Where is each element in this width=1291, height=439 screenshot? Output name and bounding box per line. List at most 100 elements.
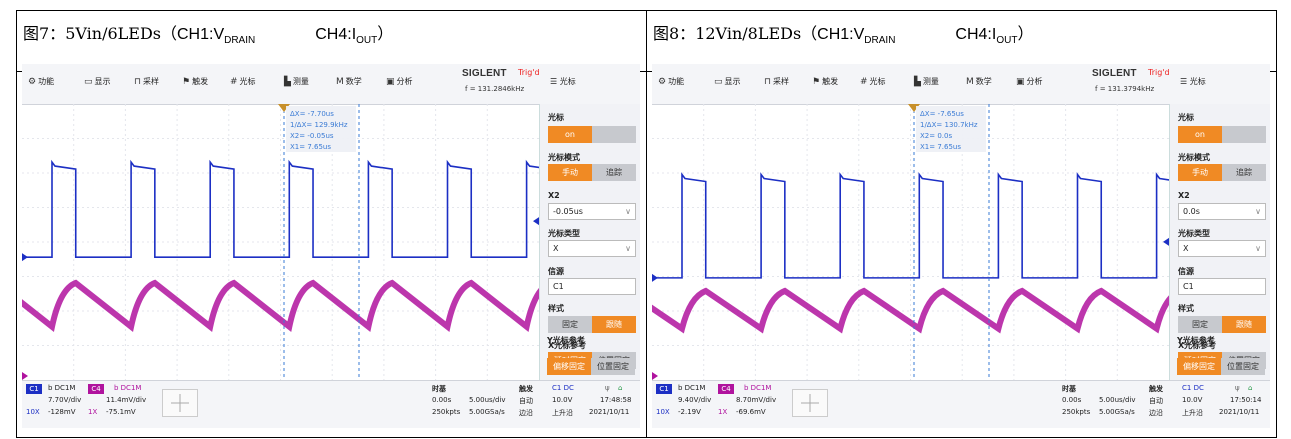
manual-button[interactable]: 手动 (1178, 164, 1222, 181)
menu-item-5[interactable]: ▙ 测量 (284, 76, 309, 87)
menu-label: 触发 (822, 77, 839, 86)
caption-ch1: CH1:V (817, 26, 865, 43)
waveform-plot[interactable]: ΔX= -7.70us 1/ΔX= 129.9kHz X2= -0.05us X1= … (22, 104, 539, 380)
source-label: 信源 (548, 267, 564, 276)
yref-position-button[interactable]: 位置固定 (591, 358, 635, 375)
source-value: C1 (1183, 282, 1194, 291)
menu-item-6[interactable]: M 数学 (336, 76, 362, 87)
source-field[interactable]: C1 (1178, 278, 1266, 295)
menu-item-7[interactable]: ▣ 分析 (386, 76, 413, 87)
frequency-readout: f = 131.2846kHz (465, 85, 525, 93)
trigger-channel: C1 DC (1182, 384, 1204, 392)
right-panel-title: 光标 (1189, 77, 1206, 86)
waveform-plot[interactable]: ΔX= -7.65us 1/ΔX= 130.7kHz X2= 0.0s X1= 7.6… (652, 104, 1169, 380)
ch4-badge[interactable]: C4 (88, 384, 104, 394)
cursor-readout: ΔX= -7.70us (290, 110, 334, 118)
menu-label: 功能 (38, 77, 55, 86)
ch1-offset: -128mV (48, 408, 76, 416)
manual-button[interactable]: 手动 (548, 164, 592, 181)
x2-field[interactable]: 0.0s ∨ (1178, 203, 1266, 220)
menu-icon: # (230, 77, 238, 87)
trigger-level: 10.0V (1182, 396, 1203, 404)
add-channel-button[interactable] (792, 389, 828, 417)
source-value: C1 (553, 282, 564, 291)
ch4-ground-marker (22, 372, 28, 380)
ch4-probe: 1X (718, 408, 728, 416)
x2-field[interactable]: -0.05us ∨ (548, 203, 636, 220)
ch1-ground-marker (22, 253, 28, 262)
ch1-badge[interactable]: C1 (656, 384, 672, 394)
menu-bar: ⚙ 功能 ▭ 显示 ⊓ 采样 ⚑ 触发 # 光标 ▙ 测量 M 数学 ▣ 分析 SIGLENT Trig'd … (22, 64, 640, 105)
menu-item-6[interactable]: M 数学 (966, 76, 992, 87)
menu-item-3[interactable]: ⚑ 触发 (182, 76, 208, 87)
menu-item-4[interactable]: # 光标 (860, 76, 886, 87)
timebase-points: 250kpts (432, 408, 461, 416)
ch4-scale: 8.70mV/div (736, 396, 777, 404)
menu-item-3[interactable]: ⚑ 触发 (812, 76, 838, 87)
track-button[interactable]: 追踪 (1222, 164, 1266, 181)
cursor-readout-box (916, 106, 986, 152)
cursor-on-button[interactable]: on (1178, 126, 1222, 143)
cursor-off-button[interactable] (592, 126, 636, 143)
cursor-type-value: X (1183, 244, 1189, 253)
caption-ch4-sub: OUT (996, 35, 1018, 47)
style-fixed-button[interactable]: 固定 (1178, 316, 1222, 333)
cursor-off-button[interactable] (1222, 126, 1266, 143)
list-icon: ☰ (1180, 77, 1188, 86)
menu-item-1[interactable]: ▭ 显示 (714, 76, 741, 87)
menu-item-1[interactable]: ▭ 显示 (84, 76, 111, 87)
ch4-probe: 1X (88, 408, 98, 416)
trigger-mode: 自动 (519, 397, 533, 405)
menu-item-2[interactable]: ⊓ 采样 (764, 76, 789, 87)
menu-icon: ⊓ (134, 77, 142, 87)
cursor-readout: 1/ΔX= 130.7kHz (920, 121, 978, 129)
yref-offset-button[interactable]: 偏移固定 (1177, 358, 1221, 375)
ch1-probe: 10X (26, 408, 40, 416)
menu-item-0[interactable]: ⚙ 功能 (658, 76, 684, 87)
add-channel-button[interactable] (162, 389, 198, 417)
style-follow-button[interactable]: 跟随 (1222, 316, 1266, 333)
menu-item-5[interactable]: ▙ 测量 (914, 76, 939, 87)
ch1-badge[interactable]: C1 (26, 384, 42, 394)
brand-logo: SIGLENT (462, 68, 507, 79)
cursor-type-select[interactable]: X ∨ (1178, 240, 1266, 257)
cursor-type-select[interactable]: X ∨ (548, 240, 636, 257)
track-button[interactable]: 追踪 (592, 164, 636, 181)
ch1-probe: 10X (656, 408, 670, 416)
source-field[interactable]: C1 (548, 278, 636, 295)
x2-label: X2 (1178, 191, 1190, 200)
menu-label: 测量 (292, 77, 309, 86)
style-label: 样式 (548, 304, 564, 313)
menu-item-0[interactable]: ⚙ 功能 (28, 76, 54, 87)
menu-item-2[interactable]: ⊓ 采样 (134, 76, 159, 87)
xref-label: X光标参考 (1178, 341, 1217, 350)
menu-label: 显示 (724, 77, 741, 86)
timebase-label: 时基 (432, 385, 446, 393)
xref-label: X光标参考 (548, 341, 587, 350)
ch4-trace (22, 279, 539, 333)
style-fixed-button[interactable]: 固定 (548, 316, 592, 333)
right-panel-header[interactable]: ☰ 光标 (550, 76, 576, 87)
caption-main: 12Vin/8LEDs（ (695, 24, 818, 43)
right-panel-header[interactable]: ☰ 光标 (1180, 76, 1206, 87)
trigger-edge: 边沿 (1149, 409, 1163, 417)
ch1-scale: 7.70V/div (48, 396, 82, 404)
network-icon: ⌂ (1248, 384, 1253, 392)
menu-icon: # (860, 77, 868, 87)
yref-offset-button[interactable]: 偏移固定 (547, 358, 591, 375)
ch4-badge[interactable]: C4 (718, 384, 734, 394)
trigger-level-marker (533, 217, 539, 226)
frequency-readout: f = 131.3794kHz (1095, 85, 1155, 93)
menu-bar: ⚙ 功能 ▭ 显示 ⊓ 采样 ⚑ 触发 # 光标 ▙ 测量 M 数学 ▣ 分析 SIGLENT Trig'd … (652, 64, 1270, 105)
trigger-status: Trig'd (1148, 68, 1170, 77)
cursor-label: 光标 (1178, 113, 1194, 122)
cursor-on-button[interactable]: on (548, 126, 592, 143)
chevron-down-icon: ∨ (1255, 207, 1261, 216)
yref-position-button[interactable]: 位置固定 (1221, 358, 1265, 375)
menu-item-4[interactable]: # 光标 (230, 76, 256, 87)
style-follow-button[interactable]: 跟随 (592, 316, 636, 333)
menu-item-7[interactable]: ▣ 分析 (1016, 76, 1043, 87)
menu-icon: ⚙ (28, 77, 37, 87)
figure-table: 图7：5Vin/6LEDs（CH1:VDRAIN CH4:IOUT） 图8：12V… (16, 10, 1277, 438)
scope-screen: ⚙ 功能 ▭ 显示 ⊓ 采样 ⚑ 触发 # 光标 ▙ 测量 M 数学 ▣ 分析 SIGLENT Trig'd … (22, 64, 640, 428)
